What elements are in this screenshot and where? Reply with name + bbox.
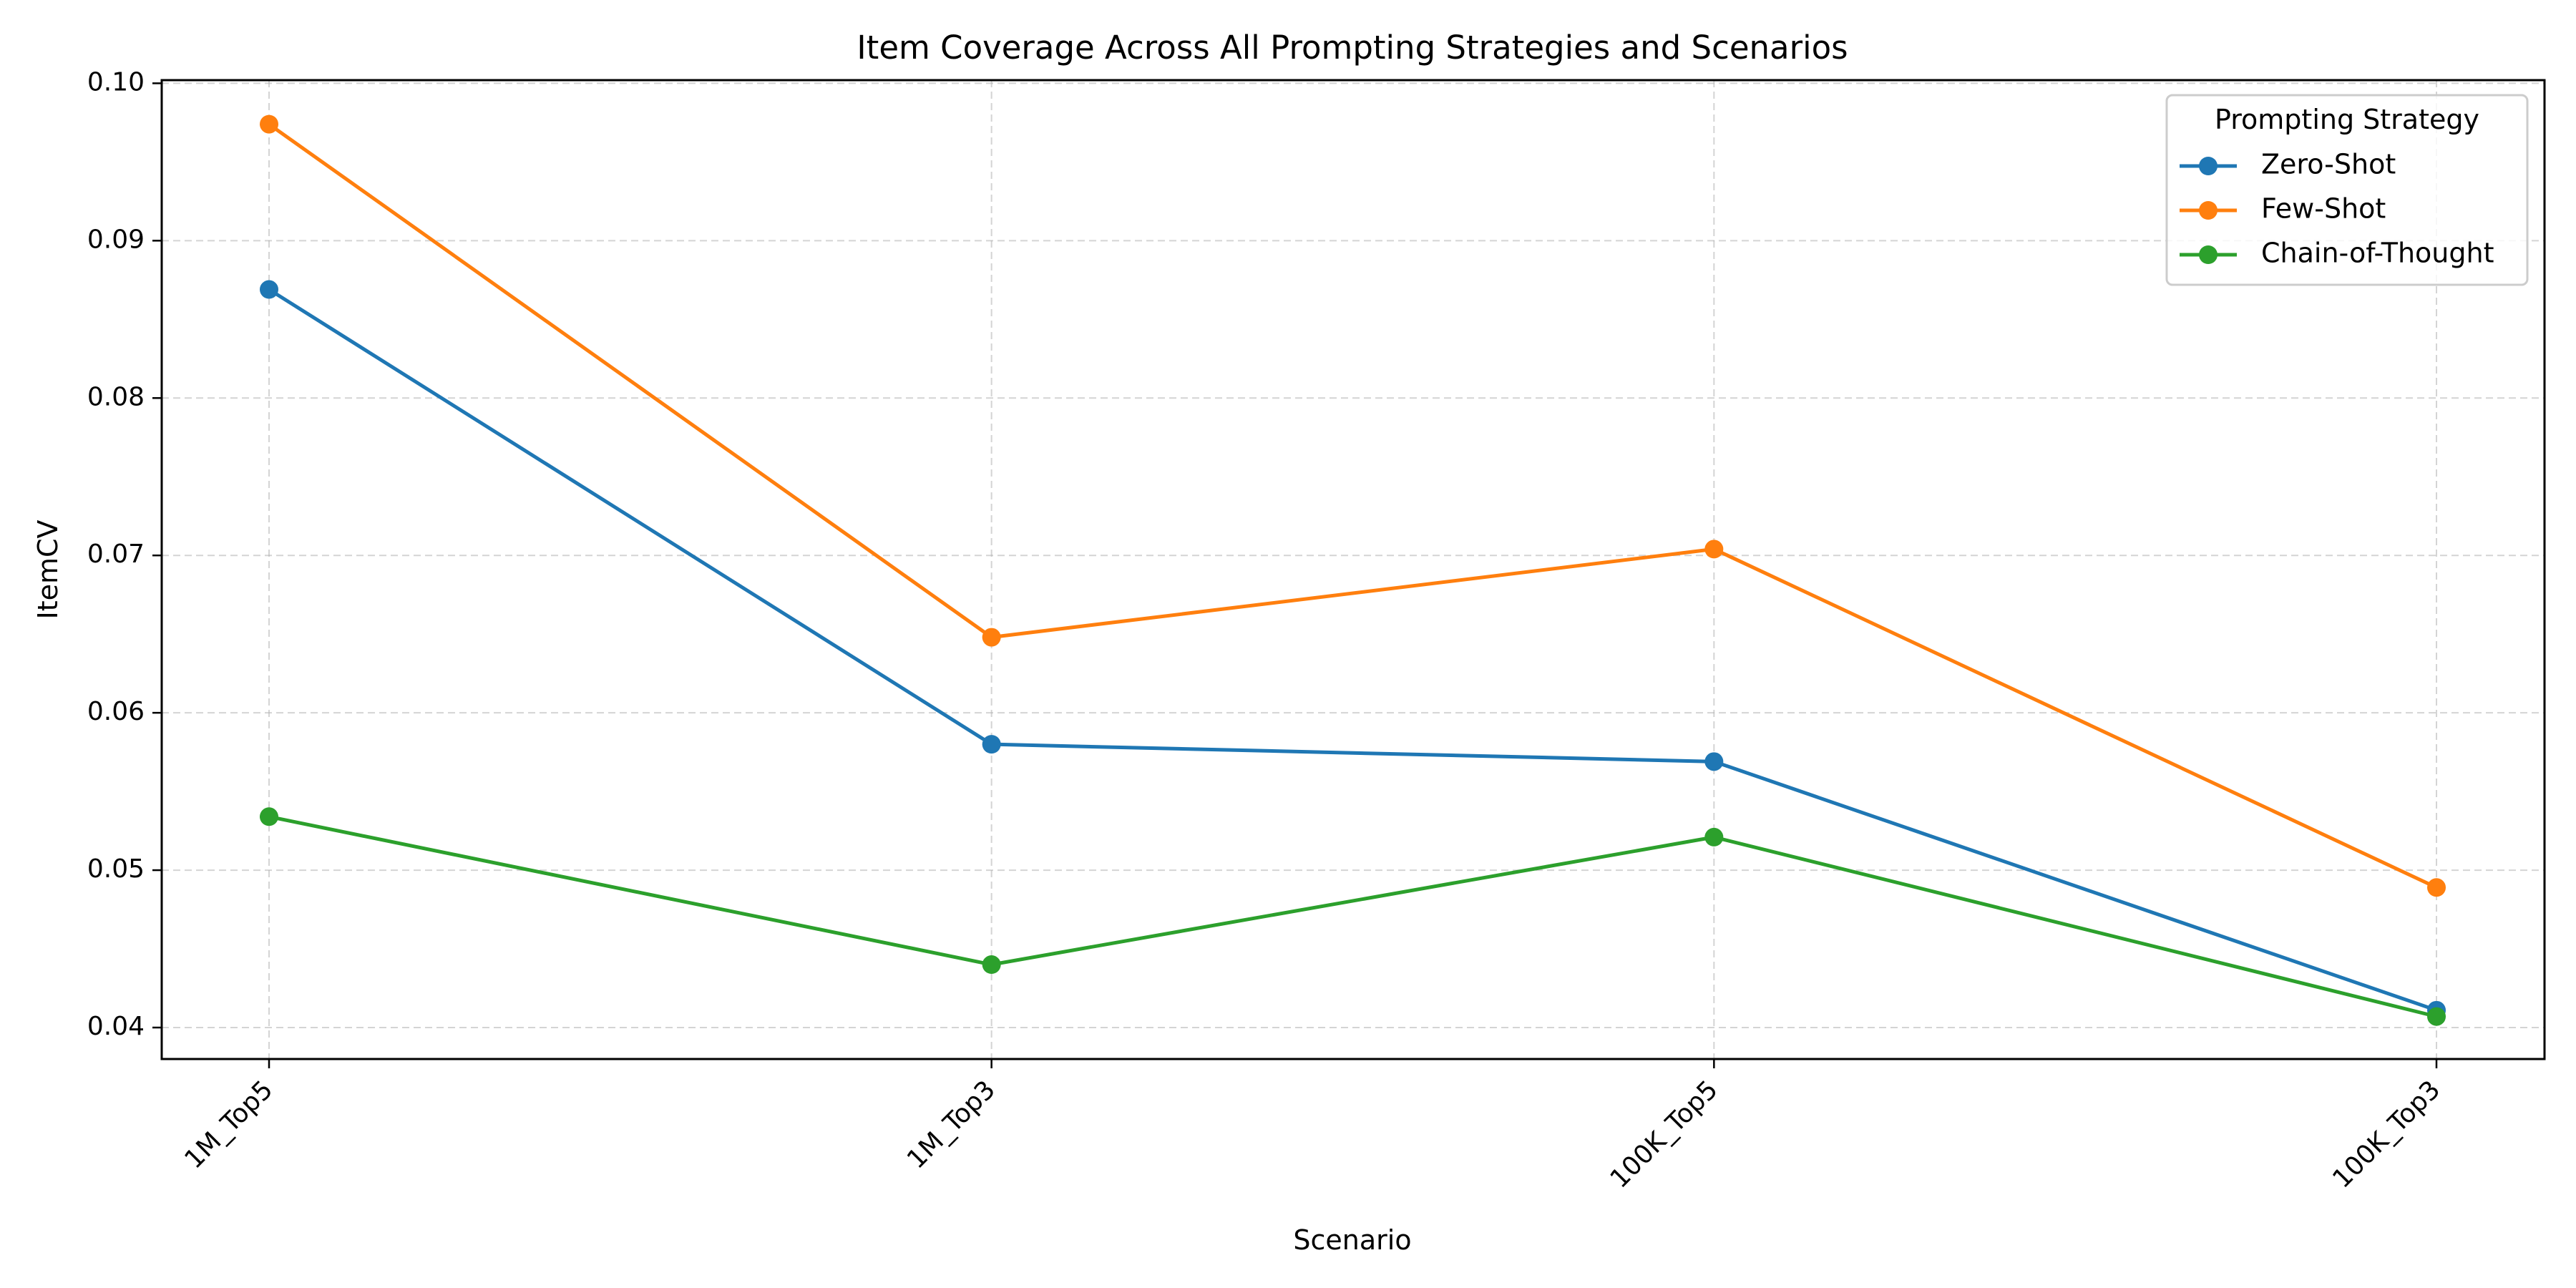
data-point xyxy=(982,735,1001,754)
chart-title: Item Coverage Across All Prompting Strat… xyxy=(857,29,1848,67)
series-zero-shot xyxy=(260,280,2446,1020)
y-tick-label: 0.09 xyxy=(87,225,145,254)
x-tick-label: 1M_Top3 xyxy=(902,1075,1001,1174)
y-axis: 0.04 0.05 0.06 0.07 0.08 0.09 0.10 xyxy=(87,67,162,1041)
legend-title: Prompting Strategy xyxy=(2215,104,2479,135)
x-axis: 1M_Top5 1M_Top3 100K_Top5 100K_Top3 xyxy=(179,1059,2446,1194)
y-tick-label: 0.10 xyxy=(87,67,145,97)
x-tick-label: 100K_Top5 xyxy=(1605,1075,1724,1194)
data-point xyxy=(2427,1007,2446,1026)
data-point xyxy=(982,628,1001,647)
y-axis-label: ItemCV xyxy=(32,519,64,619)
legend-item: Chain-of-Thought xyxy=(2180,238,2494,269)
plot-frame xyxy=(160,79,2546,1060)
legend-label: Few-Shot xyxy=(2261,193,2386,225)
y-tick-label: 0.05 xyxy=(87,854,145,884)
legend-items: Zero-Shot Few-Shot Chain-of-Thought xyxy=(2180,149,2494,269)
legend-marker xyxy=(2199,157,2218,175)
series-line xyxy=(268,122,2438,889)
x-tick-label: 1M_Top5 xyxy=(179,1075,278,1174)
legend-item: Zero-Shot xyxy=(2180,149,2396,180)
legend: Prompting Strategy Zero-Shot Few-Shot Chai… xyxy=(2165,94,2529,286)
series-group xyxy=(260,114,2446,1026)
y-tick-label: 0.04 xyxy=(87,1012,145,1041)
y-tick-label: 0.08 xyxy=(87,382,145,411)
series-few-shot xyxy=(260,114,2446,897)
legend-label: Chain-of-Thought xyxy=(2261,238,2494,269)
y-tick-label: 0.06 xyxy=(87,697,145,726)
legend-label: Zero-Shot xyxy=(2261,149,2396,180)
data-point xyxy=(2427,878,2446,897)
data-point xyxy=(1704,752,1724,771)
legend-marker xyxy=(2199,245,2218,264)
legend-item: Few-Shot xyxy=(2180,193,2386,225)
data-point xyxy=(1704,827,1724,847)
x-axis-label: Scenario xyxy=(1293,1224,1411,1256)
legend-marker xyxy=(2199,201,2218,220)
y-tick-label: 0.07 xyxy=(87,540,145,569)
data-point xyxy=(260,114,278,134)
series-line xyxy=(268,814,2437,1019)
data-point xyxy=(260,807,278,826)
legend-box xyxy=(2165,94,2529,286)
x-tick-label: 100K_Top3 xyxy=(2327,1075,2446,1194)
data-point xyxy=(1704,540,1724,559)
series-line xyxy=(268,288,2437,1013)
data-point xyxy=(982,955,1001,975)
data-point xyxy=(260,280,278,299)
series-chain-of-thought xyxy=(260,807,2446,1026)
